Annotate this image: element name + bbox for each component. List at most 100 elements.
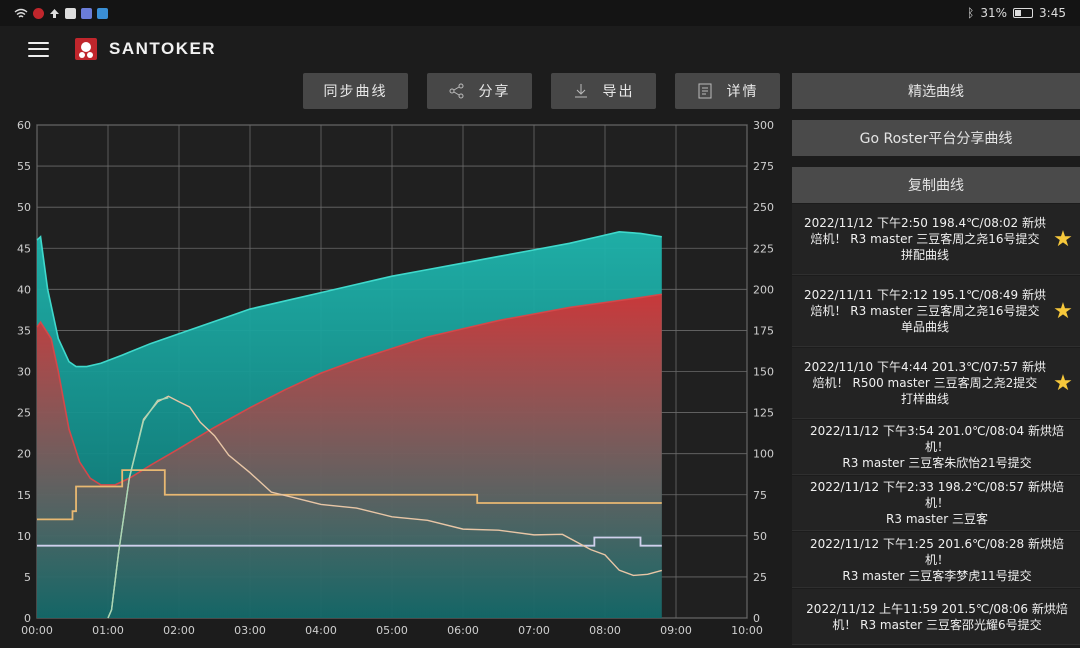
export-label: 导出	[602, 84, 635, 100]
env-temp-line	[36, 231, 662, 368]
curve-list-item[interactable]: 2022/11/11 下午2:12 195.1℃/08:49 新烘 焙机！ R3…	[792, 276, 1080, 347]
y-right-tick-label: 125	[753, 407, 774, 420]
star-icon[interactable]: ★	[1053, 298, 1073, 324]
x-tick-label: 00:00	[21, 624, 53, 637]
curve-item-line2: 机！ R3 master 三豆客邵光耀6号提交	[832, 617, 1042, 632]
y-right-tick-label: 75	[753, 489, 767, 502]
app-icon-2	[81, 7, 92, 19]
chart-lines	[36, 231, 662, 619]
featured-curves-label: 精选曲线	[908, 84, 964, 100]
curve-item-line2: 焙机！ R3 master 三豆客周之尧16号提交	[810, 304, 1040, 318]
y-left-tick-label: 55	[17, 160, 31, 173]
status-icons-right: ᛒ 31% 3:45	[967, 6, 1066, 20]
curve-list-item[interactable]: 2022/11/12 上午11:59 201.5℃/08:06 新烘焙 机！ R…	[792, 589, 1080, 645]
share-icon	[449, 83, 463, 99]
y-right-tick-label: 150	[753, 366, 774, 379]
curve-list-item[interactable]: 2022/11/12 下午2:50 198.4℃/08:02 新烘 焙机！ R3…	[792, 204, 1080, 275]
curve-item-line3: 拼配曲线	[900, 248, 949, 262]
y-left-tick-label: 20	[17, 448, 31, 461]
bean-temp-area	[37, 294, 662, 618]
y-right-tick-label: 175	[753, 324, 774, 337]
y-left-tick-label: 10	[17, 530, 31, 543]
y-right-tick-label: 275	[753, 160, 774, 173]
y-right-tick-label: 50	[753, 530, 767, 543]
notification-icon	[33, 7, 44, 19]
curve-item-line1: 2022/11/12 下午2:33 198.2℃/08:57 新烘焙机！	[809, 480, 1064, 510]
sync-curve-label: 同步曲线	[323, 84, 388, 100]
y-right-tick-label: 200	[753, 283, 774, 296]
curve-item-line1: 2022/11/12 上午11:59 201.5℃/08:06 新烘焙	[806, 601, 1068, 616]
curve-list-item[interactable]: 2022/11/12 下午3:54 201.0℃/08:04 新烘焙机！ R3 …	[792, 420, 1080, 475]
battery-icon	[1013, 8, 1034, 18]
copy-curve-label: 复制曲线	[908, 178, 964, 194]
y-right-tick-label: 250	[753, 201, 774, 214]
sync-curve-button[interactable]: 同步曲线	[303, 73, 408, 109]
x-tick-label: 10:00	[731, 624, 763, 637]
wifi-icon	[14, 8, 28, 18]
curve-item-line3: 打样曲线	[900, 392, 949, 406]
app-icon	[65, 7, 76, 19]
share-button[interactable]: 分享	[427, 73, 532, 109]
y-left-tick-label: 50	[17, 201, 31, 214]
go-roster-share-label: Go Roster平台分享曲线	[859, 131, 1013, 147]
y-left-tick-label: 5	[24, 571, 31, 584]
star-icon[interactable]: ★	[1053, 370, 1073, 396]
y-left-tick-label: 60	[17, 119, 31, 132]
curve-item-line3: 单品曲线	[900, 320, 949, 334]
x-tick-label: 04:00	[305, 624, 337, 637]
curve-item-line2: R3 master 三豆客	[886, 512, 988, 526]
featured-curves-button[interactable]: 精选曲线	[792, 73, 1080, 109]
app-icon-3	[97, 7, 108, 19]
curve-item-line2: R3 master 三豆客朱欣怡21号提交	[842, 456, 1032, 470]
chart-axes: 00:00 01:00 02:00 03:00 04:00 05:00 06:00 07:00…	[17, 119, 774, 637]
fire-power-line	[37, 469, 662, 521]
curve-list-item[interactable]: 2022/11/10 下午4:44 201.3℃/07:57 新烘 焙机！ R5…	[792, 348, 1080, 419]
y-left-tick-label: 40	[17, 283, 31, 296]
go-roster-share-button[interactable]: Go Roster平台分享曲线	[792, 120, 1080, 156]
share-label: 分享	[478, 84, 511, 100]
battery-percent: 31%	[980, 6, 1008, 20]
download-icon	[574, 84, 587, 98]
y-right-tick-label: 300	[753, 119, 774, 132]
upload-icon	[50, 8, 59, 18]
curve-item-line1: 2022/11/11 下午2:12 195.1℃/08:49 新烘	[803, 288, 1046, 302]
curve-list-item[interactable]: 2022/11/12 下午1:25 201.6℃/08:28 新烘焙机！ R3 …	[792, 532, 1080, 588]
y-left-tick-label: 45	[17, 242, 31, 255]
brand-name: SANTOKER	[109, 39, 217, 58]
y-right-tick-label: 100	[753, 448, 774, 461]
x-tick-label: 07:00	[518, 624, 550, 637]
curve-item-line1: 2022/11/12 下午3:54 201.0℃/08:04 新烘焙机！	[809, 424, 1064, 454]
details-button[interactable]: 详情	[675, 73, 780, 109]
export-button[interactable]: 导出	[551, 73, 656, 109]
x-tick-label: 01:00	[92, 624, 124, 637]
x-tick-label: 05:00	[376, 624, 408, 637]
curve-item-line1: 2022/11/12 下午2:50 198.4℃/08:02 新烘	[803, 216, 1046, 230]
x-tick-label: 09:00	[660, 624, 692, 637]
x-tick-label: 06:00	[447, 624, 479, 637]
y-left-tick-label: 35	[17, 324, 31, 337]
curve-item-line2: R3 master 三豆客李梦虎11号提交	[842, 568, 1032, 583]
app-bar: SANTOKER	[0, 26, 1080, 72]
ror-early-line	[107, 397, 169, 619]
status-bar: ᛒ 31% 3:45	[0, 0, 1080, 26]
bean-temp-line	[36, 293, 662, 486]
menu-icon[interactable]	[28, 41, 49, 57]
y-left-tick-label: 30	[17, 366, 31, 379]
y-right-tick-label: 0	[753, 612, 760, 625]
y-left-tick-label: 25	[17, 407, 31, 420]
details-label: 详情	[726, 84, 759, 100]
y-right-tick-label: 225	[753, 242, 774, 255]
curve-list-item[interactable]: 2022/11/12 下午2:33 198.2℃/08:57 新烘焙机！ R3 …	[792, 476, 1080, 531]
santoker-logo	[75, 38, 97, 60]
y-left-tick-label: 15	[17, 489, 31, 502]
clock: 3:45	[1039, 6, 1066, 20]
star-icon[interactable]: ★	[1053, 226, 1073, 252]
curve-item-line1: 2022/11/10 下午4:44 201.3℃/07:57 新烘	[803, 360, 1046, 374]
copy-curve-button[interactable]: 复制曲线	[792, 167, 1080, 203]
roast-curve-chart[interactable]: 00:00 01:00 02:00 03:00 04:00 05:00 06:00 07:00…	[0, 112, 790, 642]
chart-areas	[37, 231, 662, 619]
curve-item-line1: 2022/11/12 下午1:25 201.6℃/08:28 新烘焙机！	[809, 536, 1064, 567]
status-icons-left	[14, 7, 108, 19]
x-tick-label: 08:00	[589, 624, 621, 637]
y-left-tick-label: 0	[24, 612, 31, 625]
